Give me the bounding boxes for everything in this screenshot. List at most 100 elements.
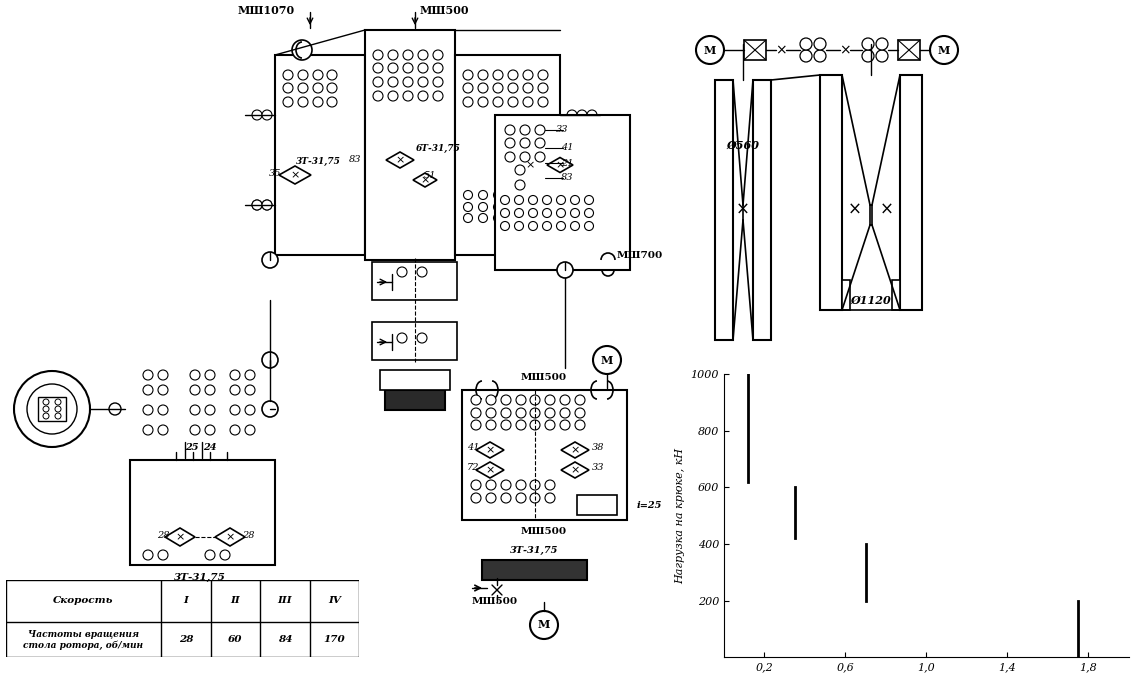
Text: ×: × bbox=[226, 532, 235, 542]
Bar bbox=[820, 75, 842, 310]
Circle shape bbox=[205, 370, 215, 380]
Circle shape bbox=[515, 165, 526, 175]
Circle shape bbox=[142, 405, 153, 415]
Circle shape bbox=[262, 200, 272, 210]
Circle shape bbox=[516, 420, 526, 430]
Bar bbox=[380, 370, 450, 390]
Circle shape bbox=[404, 91, 413, 101]
Text: 3Т-31,75: 3Т-31,75 bbox=[174, 572, 226, 582]
Circle shape bbox=[245, 370, 255, 380]
Circle shape bbox=[55, 413, 62, 419]
Circle shape bbox=[142, 550, 153, 560]
Text: 41: 41 bbox=[466, 443, 479, 452]
Bar bbox=[38, 397, 66, 421]
Polygon shape bbox=[386, 152, 414, 168]
Circle shape bbox=[292, 40, 312, 60]
Circle shape bbox=[230, 425, 241, 435]
Text: ×: × bbox=[570, 465, 579, 475]
Text: I: I bbox=[184, 596, 188, 605]
Circle shape bbox=[463, 83, 473, 93]
Text: 33: 33 bbox=[556, 125, 568, 135]
Text: ×: × bbox=[848, 201, 862, 219]
Circle shape bbox=[417, 333, 428, 343]
Circle shape bbox=[593, 346, 621, 374]
Circle shape bbox=[543, 208, 552, 218]
Circle shape bbox=[486, 493, 496, 503]
Circle shape bbox=[190, 425, 200, 435]
Circle shape bbox=[520, 125, 530, 135]
Circle shape bbox=[514, 208, 523, 218]
Bar bbox=[372, 322, 457, 360]
Circle shape bbox=[505, 138, 515, 148]
Circle shape bbox=[464, 191, 472, 200]
Bar bbox=[365, 30, 455, 260]
Circle shape bbox=[500, 408, 511, 418]
Circle shape bbox=[433, 50, 443, 60]
Circle shape bbox=[397, 267, 407, 277]
Circle shape bbox=[575, 420, 585, 430]
Polygon shape bbox=[477, 442, 504, 458]
Text: 3Т-31,75: 3Т-31,75 bbox=[510, 545, 559, 555]
Circle shape bbox=[814, 50, 826, 62]
Text: 6Т-31,75: 6Т-31,75 bbox=[416, 144, 461, 152]
Circle shape bbox=[190, 405, 200, 415]
Circle shape bbox=[556, 208, 565, 218]
Circle shape bbox=[538, 202, 547, 212]
Circle shape bbox=[500, 195, 510, 204]
Text: ×: × bbox=[291, 170, 300, 180]
Circle shape bbox=[314, 97, 323, 107]
Text: M: M bbox=[538, 619, 551, 630]
Circle shape bbox=[158, 370, 168, 380]
Polygon shape bbox=[561, 442, 589, 458]
Circle shape bbox=[252, 200, 262, 210]
Circle shape bbox=[516, 480, 526, 490]
Circle shape bbox=[327, 97, 337, 107]
Circle shape bbox=[404, 77, 413, 87]
Text: 33: 33 bbox=[592, 464, 604, 472]
Circle shape bbox=[433, 63, 443, 73]
Circle shape bbox=[529, 195, 537, 204]
Circle shape bbox=[508, 214, 518, 222]
Circle shape bbox=[530, 420, 540, 430]
Text: ×: × bbox=[526, 160, 535, 170]
Circle shape bbox=[418, 91, 428, 101]
Text: ×: × bbox=[839, 43, 850, 57]
Circle shape bbox=[508, 191, 518, 200]
Circle shape bbox=[486, 395, 496, 405]
Bar bbox=[130, 460, 275, 565]
Circle shape bbox=[523, 83, 534, 93]
Circle shape bbox=[109, 403, 121, 415]
Text: МШ500: МШ500 bbox=[521, 528, 567, 537]
Circle shape bbox=[530, 611, 557, 639]
Text: 60: 60 bbox=[228, 635, 243, 644]
Polygon shape bbox=[279, 166, 311, 184]
Circle shape bbox=[516, 395, 526, 405]
Circle shape bbox=[530, 480, 540, 490]
Circle shape bbox=[479, 202, 488, 212]
Circle shape bbox=[545, 420, 555, 430]
Circle shape bbox=[530, 408, 540, 418]
Circle shape bbox=[570, 195, 579, 204]
Circle shape bbox=[697, 36, 724, 64]
Circle shape bbox=[245, 425, 255, 435]
Text: 72: 72 bbox=[466, 464, 479, 472]
Circle shape bbox=[520, 138, 530, 148]
Circle shape bbox=[535, 138, 545, 148]
Circle shape bbox=[158, 385, 168, 395]
Circle shape bbox=[404, 50, 413, 60]
Bar bbox=[744, 40, 766, 60]
Circle shape bbox=[492, 83, 503, 93]
Circle shape bbox=[486, 420, 496, 430]
Circle shape bbox=[471, 493, 481, 503]
Circle shape bbox=[505, 152, 515, 162]
Circle shape bbox=[433, 77, 443, 87]
Circle shape bbox=[418, 77, 428, 87]
Circle shape bbox=[535, 152, 545, 162]
Circle shape bbox=[158, 550, 168, 560]
Bar bbox=[275, 55, 365, 255]
Circle shape bbox=[14, 371, 90, 447]
Circle shape bbox=[283, 70, 293, 80]
Text: Частоты вращения
стола ротора, об/мин: Частоты вращения стола ротора, об/мин bbox=[24, 630, 144, 650]
Circle shape bbox=[554, 214, 562, 222]
Circle shape bbox=[538, 214, 547, 222]
